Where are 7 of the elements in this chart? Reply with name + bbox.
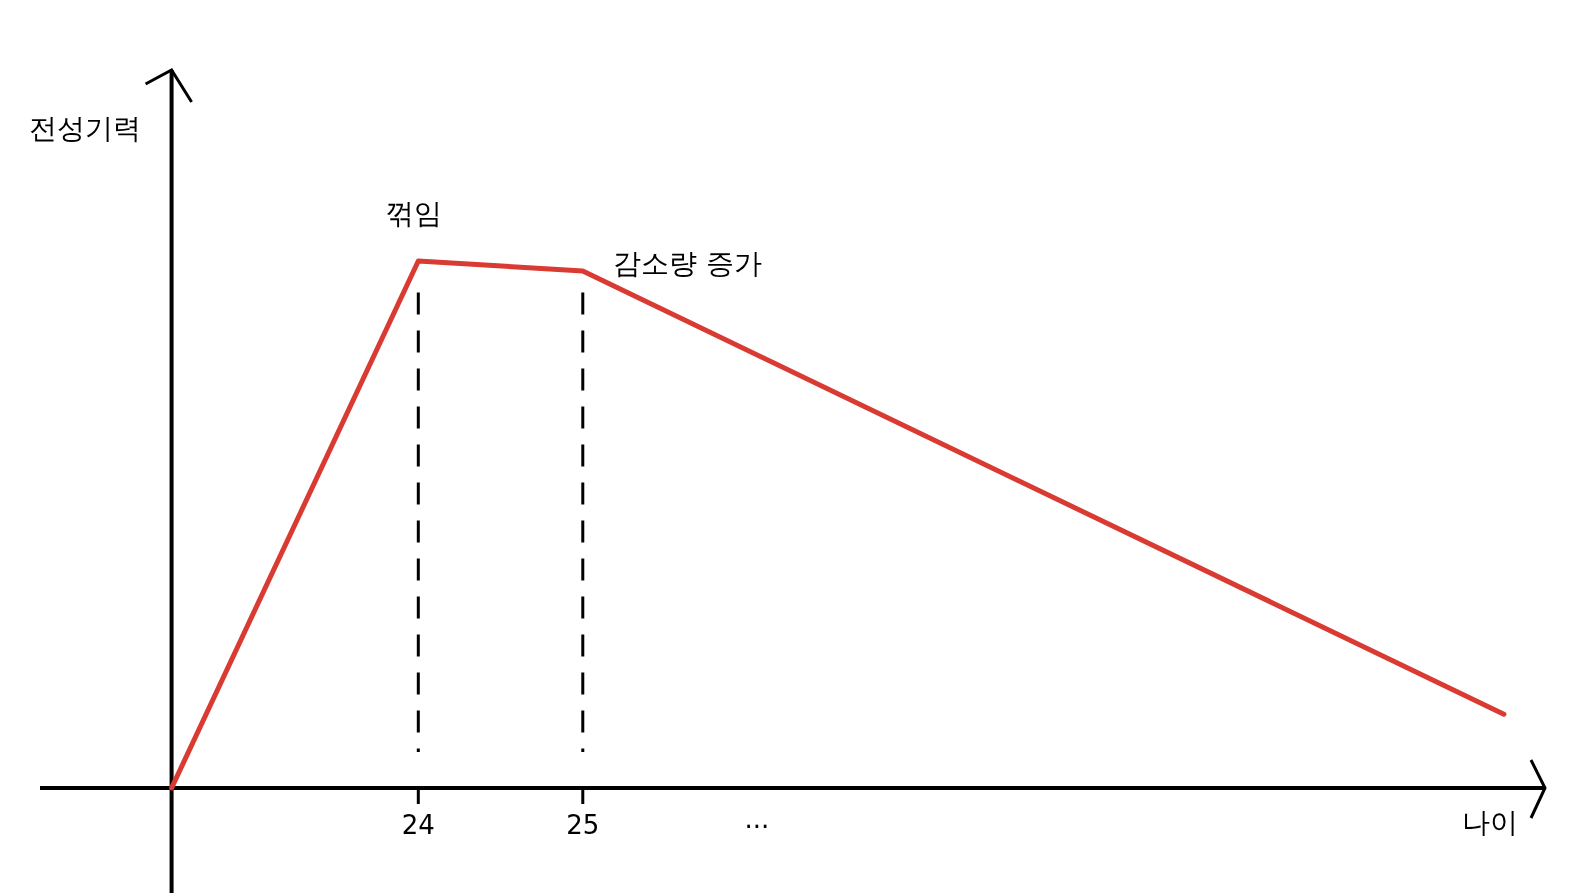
annotation: 꺾임 <box>386 197 443 230</box>
annotation: 감소량 증가 <box>612 247 762 281</box>
x-axis-title: 나이 <box>1462 806 1518 839</box>
y-axis-title: 전성기력 <box>29 112 141 145</box>
x-tick-label: 24 <box>401 810 435 840</box>
text: ... <box>744 804 770 834</box>
x-tick-label: 25 <box>566 810 600 840</box>
